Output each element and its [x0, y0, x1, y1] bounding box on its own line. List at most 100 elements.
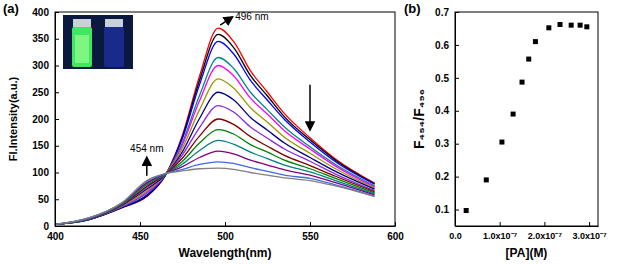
x-tick: 2.0x10⁻⁷ — [528, 222, 563, 241]
y-tick-mark — [455, 78, 459, 79]
vial-glow — [75, 35, 89, 63]
y-tick-label: 300 — [32, 60, 49, 71]
data-point — [511, 112, 516, 117]
spectrum-line — [55, 119, 375, 224]
y-tick: 0.1 — [435, 204, 459, 215]
x-axis: 0.0 1.0x10⁻⁷ 2.0x10⁻⁷ 3.0x10⁻⁷ — [449, 222, 607, 241]
y-tick-mark — [55, 199, 59, 200]
x-tick-label: 1.0x10⁻⁷ — [483, 231, 518, 241]
x-tick-label: 550 — [302, 231, 319, 242]
x-axis-title: [PA](M) — [506, 246, 548, 260]
x-tick-mark — [544, 222, 545, 226]
y-tick-label: 0 — [43, 221, 49, 232]
y-tick: 200 — [32, 114, 59, 125]
y-tick-mark — [455, 210, 459, 211]
y-tick-mark — [455, 111, 459, 112]
x-tick-label: 400 — [47, 231, 64, 242]
annotation: 454 nm — [130, 143, 163, 154]
inset-background — [63, 15, 133, 69]
data-point — [584, 24, 589, 29]
spectrum-line — [55, 34, 375, 224]
y-tick-label: 0.6 — [435, 40, 449, 51]
y-tick-mark — [55, 226, 59, 227]
vial-green — [72, 27, 92, 67]
x-tick: 450 — [132, 222, 149, 242]
x-tick-label: 500 — [217, 231, 234, 242]
spectrum-line — [55, 162, 375, 225]
spectrum-line — [55, 130, 375, 225]
x-tick: 3.0x10⁻⁷ — [572, 222, 607, 241]
y-tick-label: 350 — [32, 33, 49, 44]
spectrum-line — [55, 57, 375, 224]
y-tick: 0.6 — [435, 40, 459, 51]
x-tick-mark — [140, 222, 141, 226]
x-tick: 600 — [387, 222, 404, 242]
y-tick: 350 — [32, 33, 59, 44]
y-tick-mark — [55, 12, 59, 13]
data-point — [578, 23, 583, 28]
y-tick: 400 — [32, 7, 59, 18]
y-tick: 0.5 — [435, 73, 459, 84]
y-tick-mark — [455, 12, 459, 13]
spectrum-line — [55, 79, 375, 225]
y-tick-label: 0.1 — [435, 204, 449, 215]
panel-label: (a) — [3, 1, 19, 16]
inset-photo — [63, 15, 133, 69]
spectrum-line — [55, 28, 375, 224]
x-tick-label: 0.0 — [449, 231, 462, 241]
spectrum-line — [55, 92, 375, 224]
y-tick-label: 0.4 — [435, 105, 449, 116]
x-axis: 400 450 500 550 600 — [47, 222, 404, 242]
annotation-arrow — [146, 158, 148, 176]
data-point — [569, 23, 574, 28]
panel-label: (b) — [404, 1, 421, 16]
y-tick-label: 0.3 — [435, 138, 449, 149]
y-tick: 0.4 — [435, 105, 459, 116]
spectrum-line — [55, 106, 375, 225]
x-tick-mark — [225, 222, 226, 226]
y-tick-label: 0.5 — [435, 73, 449, 84]
spectrum-line — [55, 66, 375, 225]
y-tick-label: 150 — [32, 140, 49, 151]
x-tick: 500 — [217, 222, 234, 242]
x-tick-mark — [395, 222, 396, 226]
vial-cap — [73, 19, 91, 27]
y-tick: 300 — [32, 60, 59, 71]
x-tick-mark — [310, 222, 311, 226]
y-tick: 250 — [32, 87, 59, 98]
y-tick-mark — [55, 119, 59, 120]
vial-cap — [105, 19, 123, 27]
data-point — [533, 39, 538, 44]
y-tick: 0.7 — [435, 7, 459, 18]
plot-frame — [455, 12, 598, 226]
data-point — [546, 25, 551, 30]
data-point — [484, 177, 489, 182]
y-tick-mark — [455, 45, 459, 46]
y-tick: 0.3 — [435, 138, 459, 149]
plot-frame — [55, 12, 395, 226]
y-tick: 0.2 — [435, 171, 459, 182]
data-point — [520, 80, 525, 85]
panel-0: 400450500550600050100150200250300350400W… — [3, 1, 404, 260]
y-tick-label: 50 — [38, 194, 50, 205]
spectrum-line — [55, 140, 375, 224]
y-tick-mark — [55, 92, 59, 93]
data-point — [558, 22, 563, 27]
y-tick-label: 400 — [32, 7, 49, 18]
x-tick-mark — [500, 222, 501, 226]
panel-1: 0.01.0x10⁻⁷2.0x10⁻⁷3.0x10⁻⁷0.10.20.30.40… — [404, 1, 607, 260]
y-axis: 050100150200250300350400 — [32, 7, 59, 232]
y-tick-mark — [55, 173, 59, 174]
figure: 400450500550600050100150200250300350400W… — [0, 0, 625, 264]
y-axis-title: F₄₅₄/F₄₉₆ — [411, 89, 427, 149]
vial-dark — [104, 27, 124, 67]
x-axis-title: Wavelength(nm) — [179, 246, 272, 260]
y-tick: 0 — [43, 221, 59, 232]
y-axis: 0.1 0.2 0.3 0.4 0.5 0.6 0.7 — [435, 7, 459, 227]
y-axis-line — [455, 13, 456, 227]
x-axis-line — [456, 226, 599, 227]
y-tick-mark — [55, 39, 59, 40]
chart-svg: 400450500550600050100150200250300350400W… — [0, 0, 625, 264]
x-axis-line — [56, 226, 396, 227]
data-point — [499, 140, 504, 145]
